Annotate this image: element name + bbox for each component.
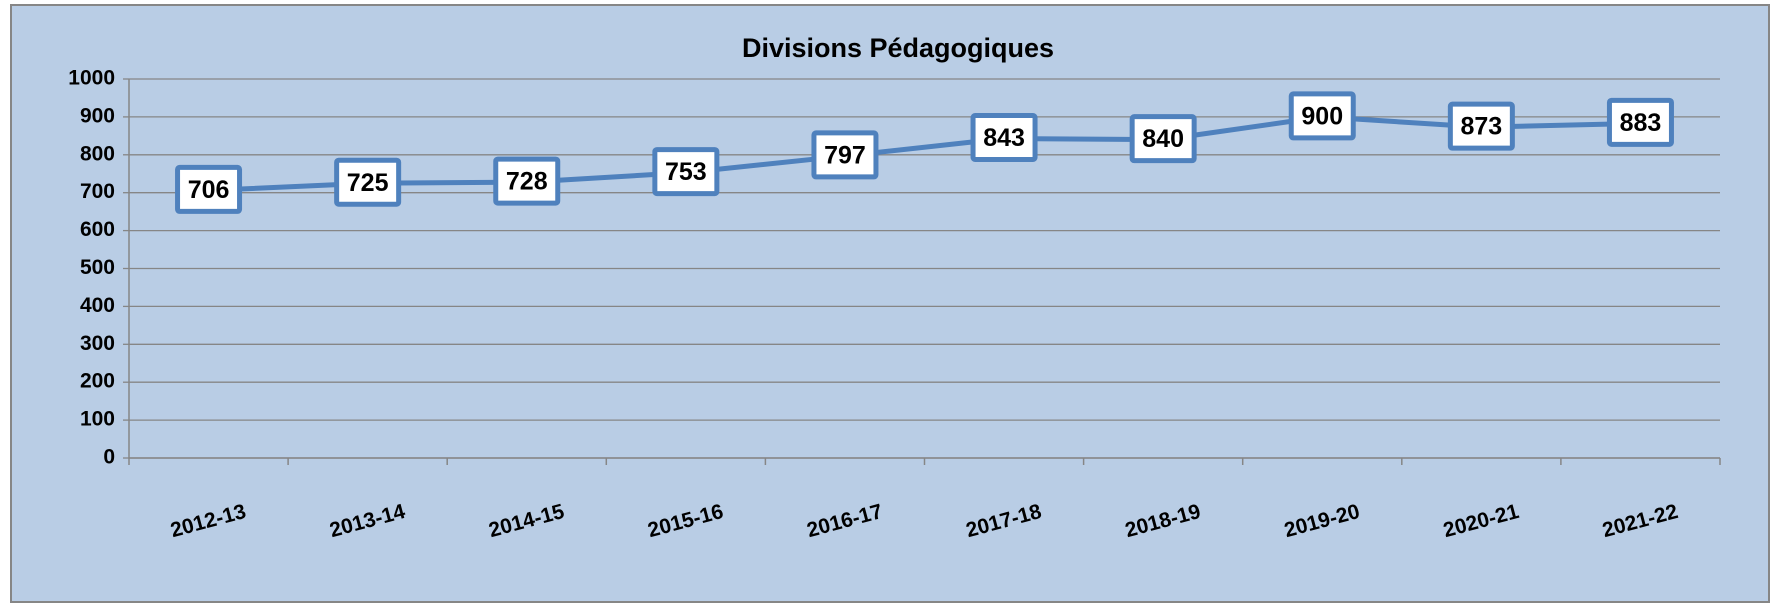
y-tick-label: 1000 <box>68 67 115 90</box>
data-label-box <box>652 147 720 197</box>
data-label: 797 <box>824 142 866 170</box>
y-tick-label: 200 <box>80 370 115 393</box>
data-label: 840 <box>1142 125 1184 153</box>
data-label: 725 <box>347 169 389 197</box>
y-tick-label: 400 <box>80 294 115 317</box>
data-label: 900 <box>1301 103 1343 131</box>
data-label-box <box>970 113 1038 163</box>
line <box>208 114 1641 193</box>
data-label-box <box>1447 101 1515 151</box>
data-label-box <box>1288 91 1356 141</box>
y-tick-label: 300 <box>80 332 115 355</box>
data-label-box <box>1606 97 1674 147</box>
y-tick-label: 800 <box>80 142 115 165</box>
y-tick-label: 700 <box>80 180 115 203</box>
y-tick-label: 900 <box>80 104 115 127</box>
data-label: 706 <box>188 176 230 204</box>
data-label: 728 <box>506 168 548 196</box>
data-label: 843 <box>983 124 1025 152</box>
data-label-box <box>175 164 243 214</box>
y-tick-label: 0 <box>103 446 115 469</box>
data-label-box <box>493 156 561 206</box>
data-label-box <box>334 157 402 207</box>
y-tick-label: 500 <box>80 256 115 279</box>
y-tick-label: 600 <box>80 218 115 241</box>
data-label: 883 <box>1620 109 1662 137</box>
data-label: 753 <box>665 158 707 186</box>
data-label-box <box>1129 114 1197 164</box>
chart-title: Divisions Pédagogiques <box>742 33 1054 63</box>
y-tick-label: 100 <box>80 408 115 431</box>
data-label-box <box>811 130 879 180</box>
data-label: 873 <box>1460 113 1502 141</box>
